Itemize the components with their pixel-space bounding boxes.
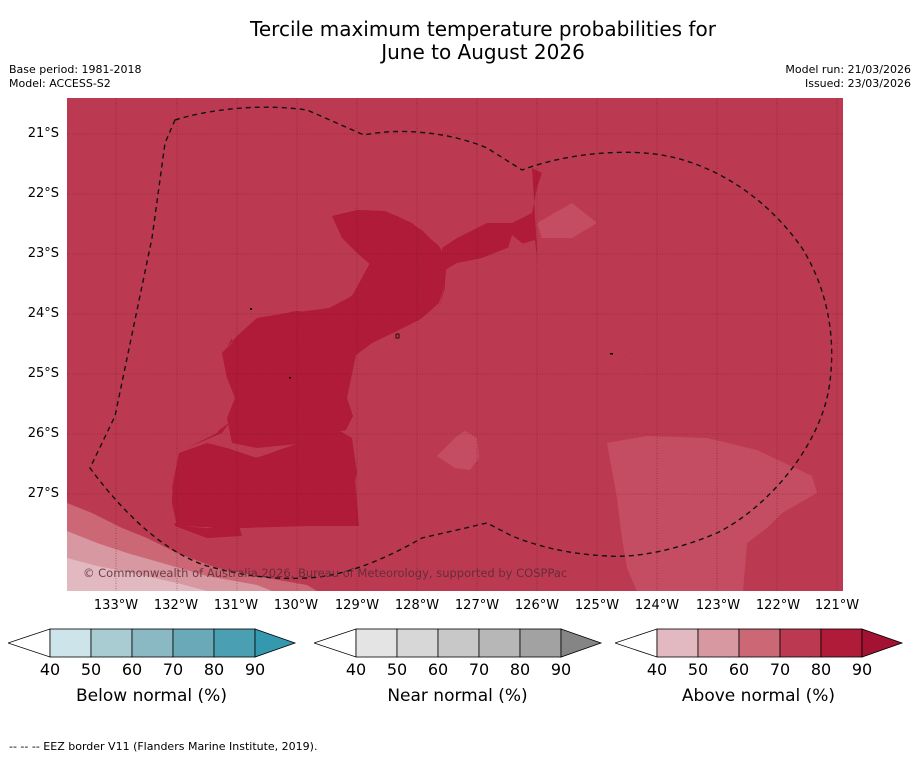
- colorbar-below-60: [90, 628, 133, 658]
- colorbar-above-90: [820, 628, 863, 658]
- near-tick-70: 70: [468, 660, 490, 679]
- colorbar-below-high-arrow: [254, 628, 297, 658]
- lon-label-126w: 126°W: [514, 598, 560, 613]
- colorbar-above-title: Above normal (%): [681, 686, 836, 706]
- below-tick-50: 50: [80, 660, 102, 679]
- title-line-2: June to August 2026: [381, 40, 585, 64]
- region-above-70-blob: [437, 431, 479, 470]
- colorbar-near-50: [355, 628, 398, 658]
- colorbar-below-title: Below normal (%): [76, 686, 227, 706]
- title-line-1: Tercile maximum temperature probabilitie…: [250, 17, 716, 41]
- colorbar-near-60: [396, 628, 439, 658]
- map-title: Tercile maximum temperature probabilitie…: [0, 18, 919, 64]
- meta-left: Base period: 1981-2018 Model: ACCESS-S2: [9, 63, 141, 91]
- colorbar-below-70: [131, 628, 174, 658]
- colorbar-below: [8, 628, 297, 658]
- above-tick-40: 40: [646, 660, 668, 679]
- grid-lines: [67, 98, 843, 591]
- lon-label-129w: 129°W: [334, 598, 380, 613]
- colorbar-above-50: [656, 628, 699, 658]
- below-tick-40: 40: [39, 660, 61, 679]
- lon-label-121w: 121°W: [814, 598, 860, 613]
- lon-label-130w: 130°W: [273, 598, 319, 613]
- colorbar-near-low-arrow: [314, 628, 357, 658]
- below-tick-60: 60: [121, 660, 143, 679]
- near-tick-60: 60: [427, 660, 449, 679]
- lat-label-23s: 23°S: [27, 246, 59, 261]
- near-tick-50: 50: [386, 660, 408, 679]
- colorbar-above: [615, 628, 904, 658]
- colorbar-near-90: [519, 628, 562, 658]
- lon-label-127w: 127°W: [454, 598, 500, 613]
- below-tick-90: 90: [244, 660, 266, 679]
- below-tick-80: 80: [203, 660, 225, 679]
- colorbar-near-title: Near normal (%): [387, 686, 528, 706]
- lat-label-21s: 21°S: [27, 126, 59, 141]
- eez-footnote: -- -- -- EEZ border V11 (Flanders Marine…: [9, 740, 318, 753]
- colorbar-near-70: [437, 628, 480, 658]
- model-run: Model run: 21/03/2026: [785, 63, 911, 76]
- lat-label-27s: 27°S: [27, 486, 59, 501]
- above-tick-60: 60: [728, 660, 750, 679]
- lon-label-124w: 124°W: [634, 598, 680, 613]
- lon-label-131w: 131°W: [213, 598, 259, 613]
- meta-right: Model run: 21/03/2026 Issued: 23/03/2026: [785, 63, 911, 91]
- lon-label-128w: 128°W: [394, 598, 440, 613]
- region-above-70-east: [607, 436, 817, 591]
- colorbar-above-high-arrow: [861, 628, 904, 658]
- issued-date: Issued: 23/03/2026: [804, 77, 911, 90]
- above-tick-90: 90: [851, 660, 873, 679]
- lon-label-123w: 123°W: [695, 598, 741, 613]
- island-4: [610, 353, 613, 355]
- colorbar-above-60: [697, 628, 740, 658]
- lon-label-132w: 132°W: [153, 598, 199, 613]
- colorbar-below-80: [172, 628, 215, 658]
- near-tick-90: 90: [550, 660, 572, 679]
- colorbar-below-low-arrow: [8, 628, 51, 658]
- colorbar-below-90: [213, 628, 256, 658]
- model-name: Model: ACCESS-S2: [9, 77, 111, 90]
- base-period: Base period: 1981-2018: [9, 63, 142, 76]
- lon-label-122w: 122°W: [755, 598, 801, 613]
- colorbar-near-80: [478, 628, 521, 658]
- near-tick-40: 40: [345, 660, 367, 679]
- below-tick-70: 70: [162, 660, 184, 679]
- island-2: [395, 333, 400, 339]
- island-3: [289, 377, 291, 379]
- lat-label-24s: 24°S: [27, 306, 59, 321]
- above-tick-70: 70: [769, 660, 791, 679]
- map-copyright: © Commonwealth of Australia 2026, Bureau…: [83, 566, 567, 580]
- colorbar-below-50: [49, 628, 92, 658]
- probability-map: © Commonwealth of Australia 2026, Bureau…: [67, 98, 843, 591]
- lat-label-26s: 26°S: [27, 426, 59, 441]
- above-tick-50: 50: [687, 660, 709, 679]
- region-above-50-sw: [67, 558, 207, 591]
- colorbar-near: [314, 628, 603, 658]
- colorbar-above-80: [779, 628, 822, 658]
- colorbar-above-low-arrow: [615, 628, 658, 658]
- eez-border: [89, 106, 833, 580]
- above-tick-80: 80: [810, 660, 832, 679]
- island-1: [250, 308, 252, 310]
- region-above-90-big: [172, 210, 443, 528]
- colorbar-above-70: [738, 628, 781, 658]
- lon-label-133w: 133°W: [93, 598, 139, 613]
- near-tick-80: 80: [509, 660, 531, 679]
- colorbar-near-high-arrow: [560, 628, 603, 658]
- lat-label-25s: 25°S: [27, 366, 59, 381]
- lon-label-125w: 125°W: [574, 598, 620, 613]
- lat-label-22s: 22°S: [27, 186, 59, 201]
- region-above-80-west: [67, 126, 367, 523]
- region-above-70-patch: [537, 203, 597, 238]
